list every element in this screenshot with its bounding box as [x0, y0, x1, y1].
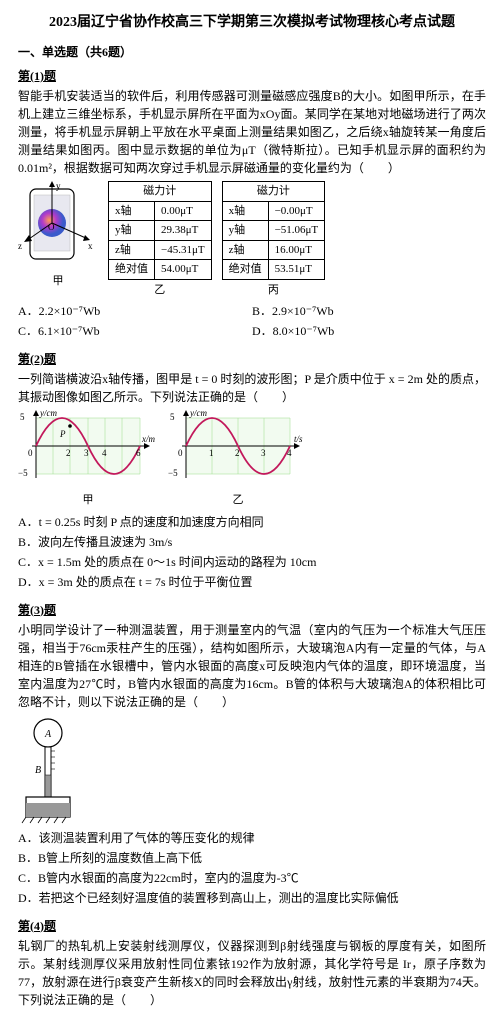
page-title: 2023届辽宁省协作校高三下学期第三次模拟考试物理核心考点试题 — [18, 12, 486, 33]
q1-table-yi-caption: 乙 — [154, 282, 165, 299]
svg-text:x/m: x/m — [141, 434, 155, 444]
q2-body: 一列简谐横波沿x轴传播，图甲是 t = 0 时刻的波形图；P 是介质中位于 x … — [18, 370, 486, 406]
svg-text:t/s: t/s — [294, 434, 303, 444]
q4-body: 轧钢厂的热轧机上安装射线测厚仪，仪器探测到β射线强度与钢板的厚度有关，如图所示。… — [18, 937, 486, 1009]
svg-text:2: 2 — [235, 448, 240, 458]
svg-text:5: 5 — [170, 412, 175, 422]
q3-figure-row: A B — [18, 715, 486, 825]
q1-table-yi: 磁力计 x轴0.00μT y轴29.38μT z轴−45.31μT 绝对值54.… — [108, 181, 212, 298]
table-bing-title: 磁力计 — [222, 182, 325, 202]
svg-text:z: z — [18, 241, 22, 251]
q2-option-c: C．x = 1.5m 处的质点在 0～1s 时间内运动的路程为 10cm — [18, 553, 486, 571]
cell: 绝对值 — [109, 260, 155, 280]
q3-options: A．该测温装置利用了气体的等压变化的规律 B．B管上所刻的温度数值上高下低 C．… — [18, 829, 486, 909]
q2-figure-row: P 5 −5 0 2 3 4 6 x/m y/cm 甲 — [18, 410, 486, 509]
q3-option-b: B．B管上所刻的温度数值上高下低 — [18, 849, 486, 867]
q1-phone-figure: y x z O 甲 — [18, 181, 98, 290]
cell: y轴 — [222, 221, 268, 241]
svg-text:y/cm: y/cm — [39, 410, 57, 418]
q3-header: 第(3)题 — [18, 601, 486, 619]
q3-option-d: D．若把这个已经刻好温度值的装置移到高山上，测出的温度比实际偏低 — [18, 889, 486, 907]
q1-option-c: C．6.1×10⁻⁷Wb — [18, 322, 252, 340]
svg-text:5: 5 — [20, 412, 25, 422]
q1-table-bing: 磁力计 x轴−0.00μT y轴−51.06μT z轴16.00μT 绝对值53… — [222, 181, 326, 298]
q3-apparatus: A B — [18, 715, 88, 825]
q3-option-a: A．该测温装置利用了气体的等压变化的规律 — [18, 829, 486, 847]
cell: 16.00μT — [268, 240, 325, 260]
svg-text:y/cm: y/cm — [189, 410, 207, 418]
q1-option-d: D．8.0×10⁻⁷Wb — [252, 322, 486, 340]
q2-wave-yi: 5 −5 0 1 2 3 4 t/s y/cm 乙 — [168, 410, 308, 509]
q2-options: A．t = 0.25s 时刻 P 点的速度和加速度方向相同 B．波向左传播且波速… — [18, 513, 486, 593]
q1-phone-caption: 甲 — [18, 273, 98, 290]
svg-text:O: O — [48, 222, 55, 232]
cell: 绝对值 — [222, 260, 268, 280]
svg-text:x: x — [88, 241, 93, 251]
q2-header: 第(2)题 — [18, 350, 486, 368]
cell: 29.38μT — [155, 221, 212, 241]
cell: x轴 — [222, 201, 268, 221]
q1-options: A．2.2×10⁻⁷Wb B．2.9×10⁻⁷Wb C．6.1×10⁻⁷Wb D… — [18, 302, 486, 342]
cell: x轴 — [109, 201, 155, 221]
q2-option-a: A．t = 0.25s 时刻 P 点的速度和加速度方向相同 — [18, 513, 486, 531]
svg-text:P: P — [59, 429, 66, 439]
svg-text:y: y — [56, 181, 61, 191]
svg-text:B: B — [35, 765, 41, 776]
cell: 53.51μT — [268, 260, 325, 280]
svg-text:0: 0 — [28, 448, 33, 458]
q1-header: 第(1)题 — [18, 67, 486, 85]
q2-caption-yi: 乙 — [168, 492, 308, 509]
svg-text:−5: −5 — [168, 468, 178, 478]
q2-wave-jia: P 5 −5 0 2 3 4 6 x/m y/cm 甲 — [18, 410, 158, 509]
svg-text:2: 2 — [66, 448, 71, 458]
svg-text:1: 1 — [209, 448, 214, 458]
cell: y轴 — [109, 221, 155, 241]
q1-table-bing-caption: 丙 — [268, 282, 279, 299]
q1-figure-row: y x z O 甲 磁力计 x轴0.00μT y轴29.38μT z轴−45.3… — [18, 181, 486, 298]
q3-body: 小明同学设计了一种测温装置，用于测量室内的气温（室内的气压为一个标准大气压压强，… — [18, 621, 486, 711]
q2-option-b: B．波向左传播且波速为 3m/s — [18, 533, 486, 551]
q2-option-d: D．x = 3m 处的质点在 t = 7s 时位于平衡位置 — [18, 573, 486, 591]
q1-body: 智能手机安装适当的软件后，利用传感器可测量磁感应强度B的大小。如图甲所示，在手机… — [18, 87, 486, 177]
section-header: 一、单选题（共6题） — [18, 43, 486, 61]
q1-option-b: B．2.9×10⁻⁷Wb — [252, 302, 486, 320]
q4-header: 第(4)题 — [18, 917, 486, 935]
cell: −45.31μT — [155, 240, 212, 260]
cell: z轴 — [222, 240, 268, 260]
svg-text:6: 6 — [136, 448, 141, 458]
svg-text:0: 0 — [178, 448, 183, 458]
table-yi-title: 磁力计 — [109, 182, 212, 202]
svg-text:4: 4 — [102, 448, 107, 458]
q1-option-a: A．2.2×10⁻⁷Wb — [18, 302, 252, 320]
q2-caption-jia: 甲 — [18, 492, 158, 509]
svg-text:3: 3 — [261, 448, 266, 458]
svg-text:3: 3 — [84, 448, 89, 458]
cell: z轴 — [109, 240, 155, 260]
svg-text:−5: −5 — [18, 468, 28, 478]
cell: 0.00μT — [155, 201, 212, 221]
cell: −0.00μT — [268, 201, 325, 221]
svg-text:A: A — [44, 729, 52, 740]
svg-text:4: 4 — [287, 448, 292, 458]
q3-option-c: C．B管内水银面的高度为22cm时，室内的温度为-3℃ — [18, 869, 486, 887]
cell: 54.00μT — [155, 260, 212, 280]
cell: −51.06μT — [268, 221, 325, 241]
